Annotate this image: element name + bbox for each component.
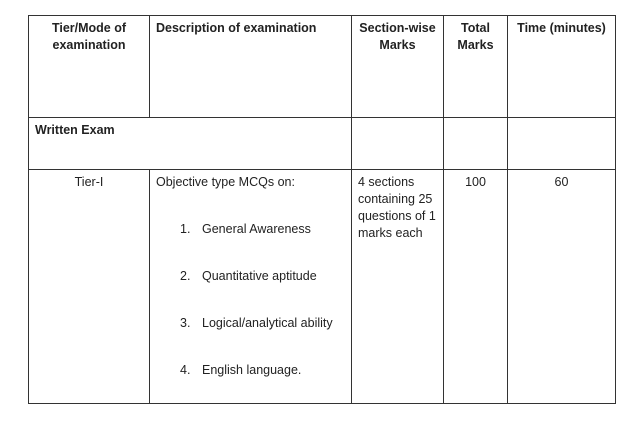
header-tier: Tier/Mode of examination [28,15,150,118]
header-section-marks: Section-wise Marks [351,15,444,118]
section-row: Written Exam [28,117,616,170]
empty-cell [351,117,444,170]
header-description: Description of examination [149,15,352,118]
exam-scheme-table: Tier/Mode of examination Description of … [28,15,616,404]
list-item: 4. English language. [180,363,302,377]
header-total-marks: Total Marks [443,15,508,118]
total-marks-cell: 100 [443,169,508,404]
header-time: Time (minutes) [507,15,616,118]
list-item: 1. General Awareness [180,222,311,236]
topic-list: 1. General Awareness 2. Quantitative aptit… [156,221,345,379]
description-intro: Objective type MCQs on: [156,175,295,189]
description-cell: Objective type MCQs on: 1. General Awaren… [149,169,352,404]
empty-cell [443,117,508,170]
table-row: Tier-I Objective type MCQs on: 1. General… [28,169,616,404]
header-row: Tier/Mode of examination Description of … [28,15,616,118]
list-item: 2. Quantitative aptitude [180,269,317,283]
empty-cell [507,117,616,170]
time-cell: 60 [507,169,616,404]
section-label: Written Exam [28,117,352,170]
tier-cell: Tier-I [28,169,150,404]
section-marks-cell: 4 sections containing 25 questions of 1 … [351,169,444,404]
list-item: 3. Logical/analytical ability [180,316,333,330]
